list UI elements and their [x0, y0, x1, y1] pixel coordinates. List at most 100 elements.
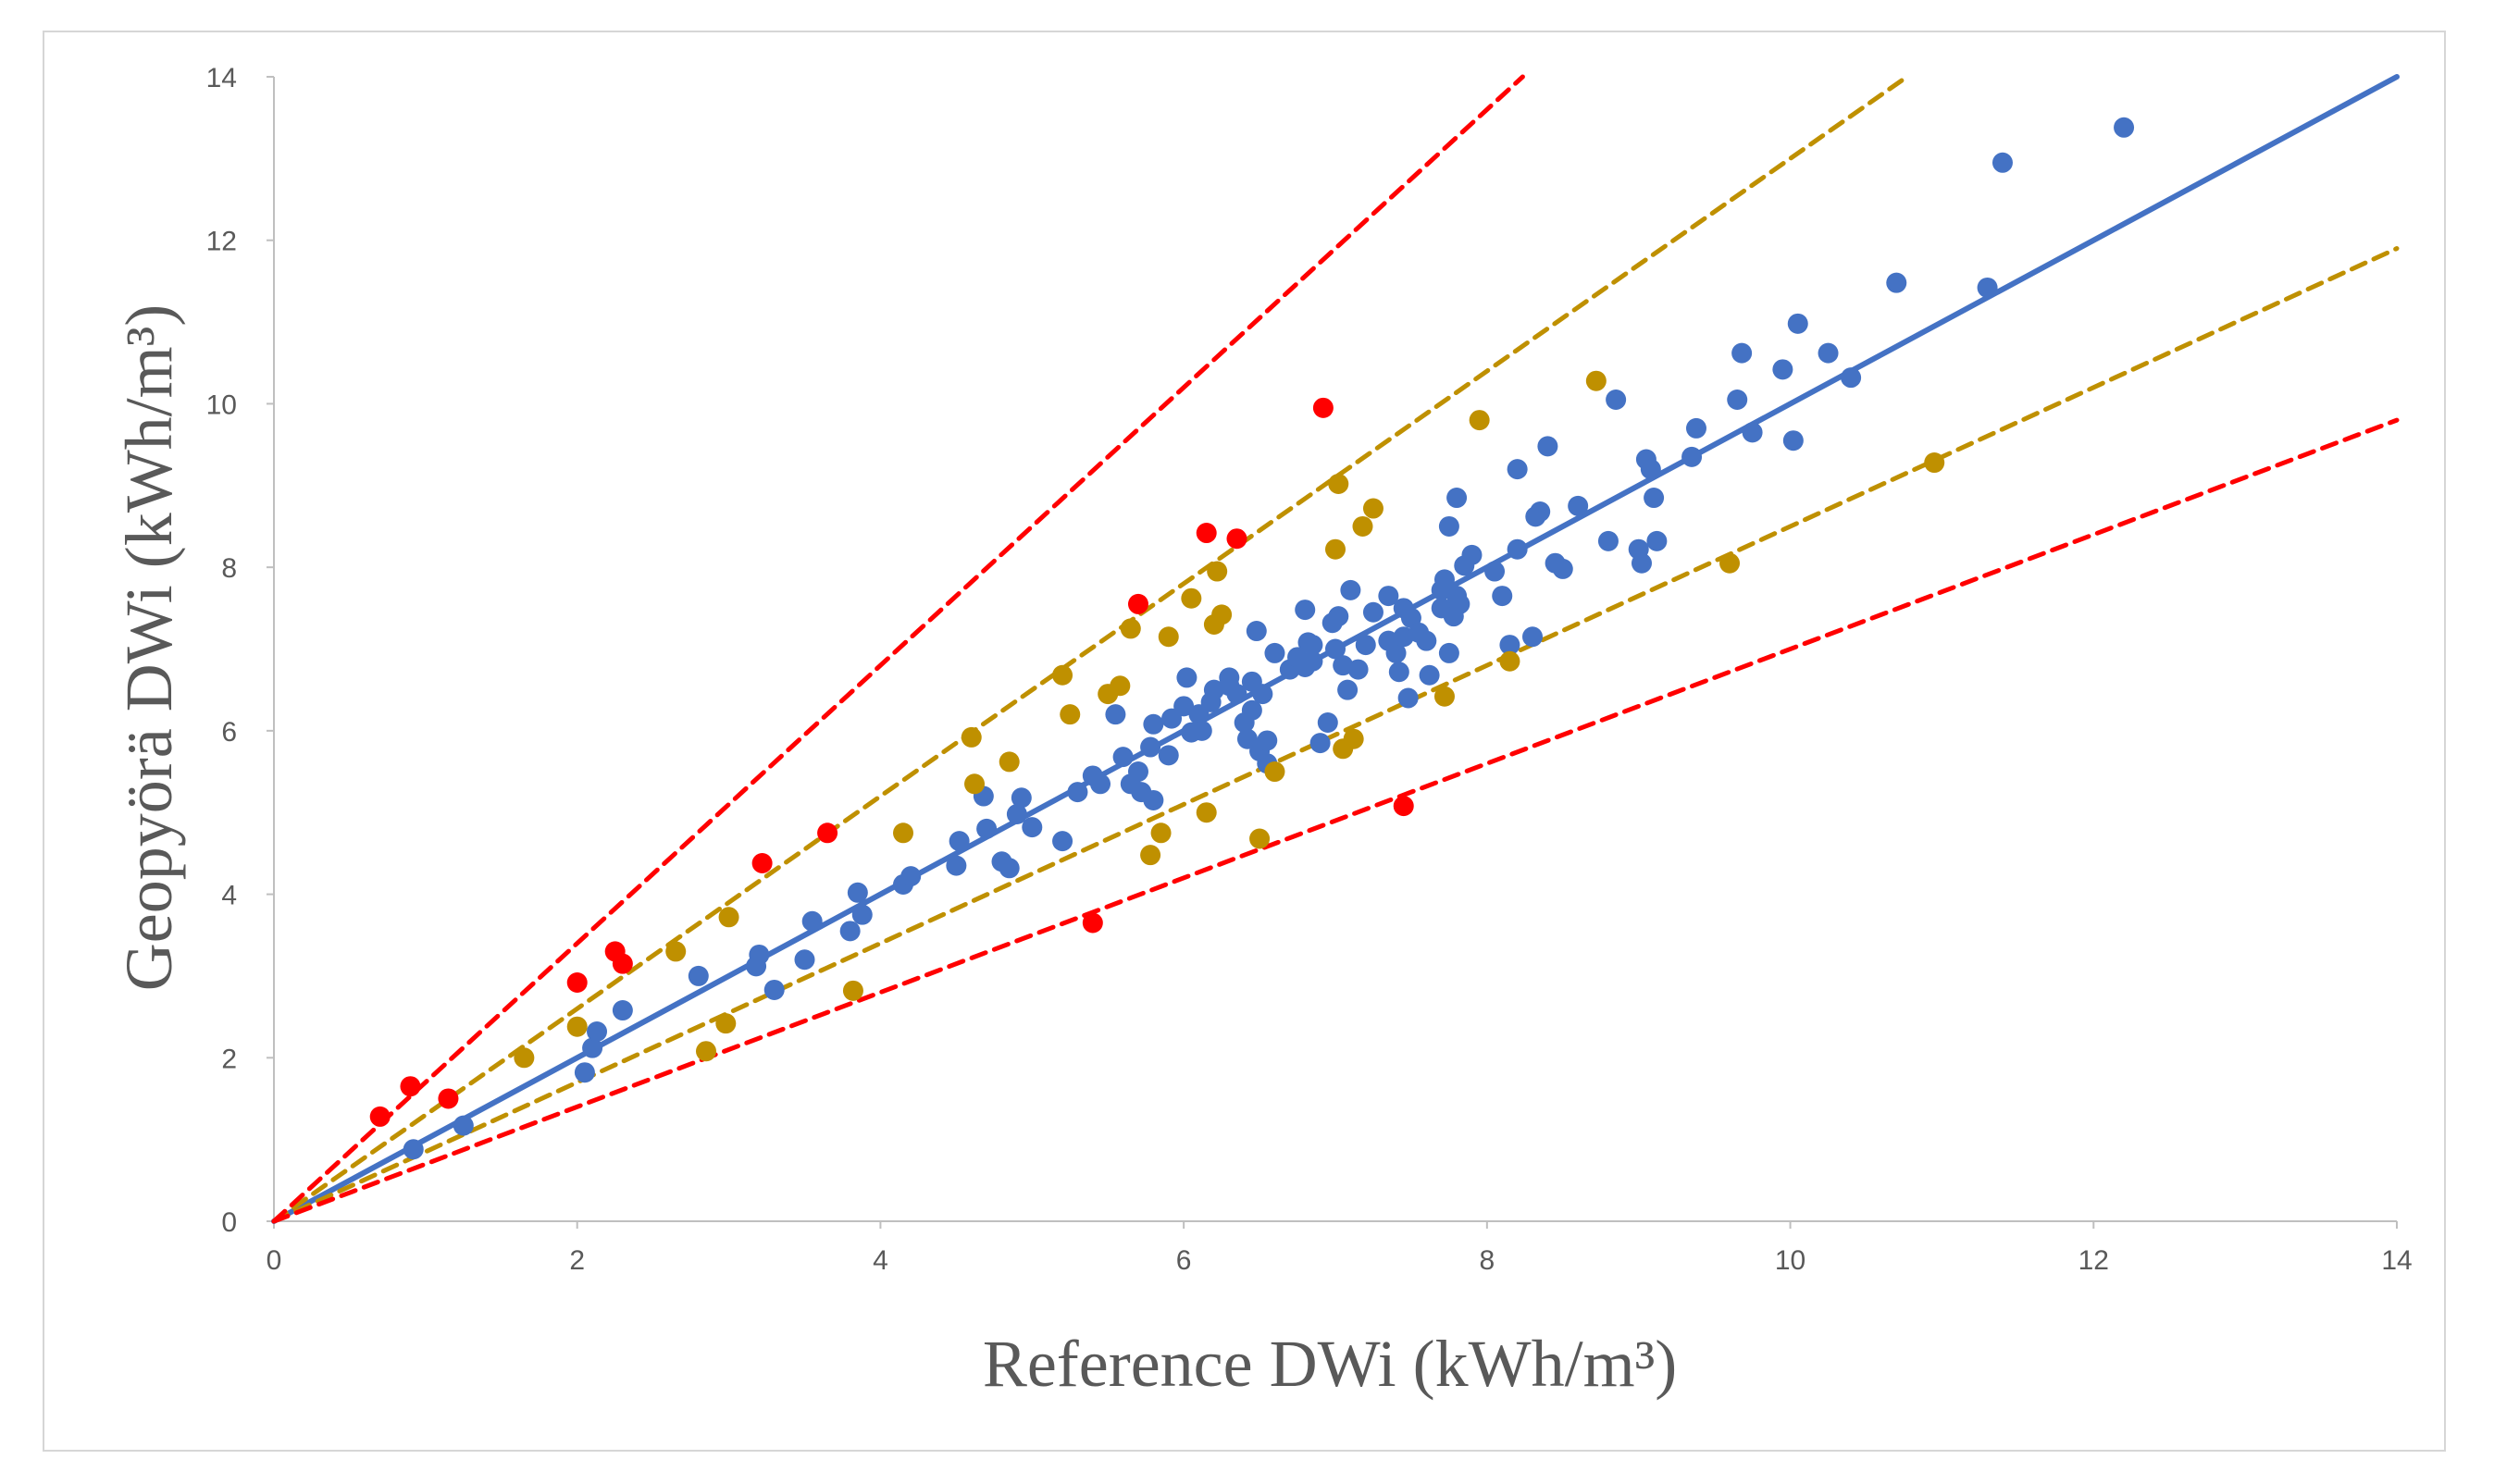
- y-tick-label: 0: [221, 1207, 237, 1238]
- blue-data-point: [1191, 720, 1212, 741]
- blue-data-point: [1226, 684, 1247, 705]
- gold-data-point: [1150, 822, 1172, 844]
- gold-data-point: [665, 941, 687, 962]
- gold-data-point: [1433, 686, 1455, 707]
- red-data-point: [1393, 796, 1414, 817]
- blue-data-point: [1067, 782, 1088, 803]
- blue-data-point: [1727, 390, 1748, 411]
- x-axis-title: Reference DWi (kWh/m³): [983, 1327, 1677, 1401]
- red-data-point: [1312, 397, 1334, 418]
- blue-data-point: [1606, 390, 1627, 411]
- blue-data-point: [2114, 117, 2135, 138]
- blue-data-point: [1640, 459, 1661, 480]
- blue-data-point: [1176, 667, 1197, 688]
- gold-data-point: [842, 980, 863, 1001]
- gold-data-point: [1343, 728, 1364, 749]
- blue-data-point: [1006, 803, 1027, 824]
- gold-data-point: [1328, 474, 1349, 495]
- gold-data-point: [1924, 452, 1945, 474]
- gold-data-point: [1469, 410, 1490, 431]
- red-data-point: [1226, 528, 1247, 550]
- blue-data-point: [1433, 569, 1455, 590]
- blue-data-point: [1530, 501, 1551, 523]
- blue-data-point: [453, 1115, 474, 1136]
- blue-data-point: [946, 855, 967, 876]
- x-tick-label: 8: [1480, 1245, 1495, 1276]
- blue-data-point: [1507, 538, 1528, 560]
- gold-data-point: [1181, 587, 1202, 609]
- blue-data-point: [1257, 730, 1278, 751]
- gold-data-point: [1362, 498, 1383, 519]
- gold-data-point: [1110, 675, 1131, 697]
- blue-data-point: [1143, 789, 1164, 810]
- blue-data-point: [763, 979, 785, 1000]
- blue-data-point: [1362, 601, 1383, 623]
- blue-data-point: [1173, 696, 1195, 717]
- blue-data-point: [801, 910, 823, 932]
- blue-data-point: [839, 921, 861, 942]
- blue-data-point: [1772, 359, 1793, 380]
- data-points: [369, 117, 2135, 1160]
- tick-labels: 0 2 4 6 8 10 12 14 0 2 4 6 8 10 12 14: [206, 63, 2413, 1276]
- blue-data-point: [1597, 530, 1619, 551]
- blue-data-point: [1264, 642, 1285, 663]
- blue-data-point: [900, 866, 922, 887]
- blue-data-point: [1492, 586, 1513, 607]
- blue-data-point: [1337, 679, 1359, 700]
- red-data-point: [400, 1076, 421, 1097]
- blue-data-point: [1977, 277, 1998, 298]
- blue-data-point: [574, 1062, 595, 1083]
- y-tick-label: 6: [221, 717, 237, 748]
- gold-data-point: [1499, 650, 1520, 672]
- blue-data-point: [1419, 664, 1440, 686]
- blue-data-point: [949, 831, 970, 852]
- blue-data-point: [1325, 638, 1346, 660]
- blue-data-point: [1246, 621, 1267, 642]
- blue-data-point: [1644, 488, 1665, 509]
- blue-data-point: [1484, 561, 1506, 582]
- blue-data-point: [1328, 606, 1349, 627]
- blue-data-point: [1537, 436, 1558, 457]
- gold-data-point: [1120, 618, 1141, 639]
- axes: [267, 76, 2398, 1229]
- reference-line--15-: [271, 246, 2400, 1224]
- blue-data-point: [1302, 635, 1323, 656]
- blue-data-point: [1841, 367, 1862, 389]
- gold-data-point: [893, 822, 914, 844]
- blue-data-point: [1295, 600, 1316, 621]
- gold-data-point: [718, 907, 739, 928]
- blue-data-point: [612, 1000, 633, 1021]
- blue-data-point: [1782, 430, 1804, 451]
- blue-data-point: [1112, 747, 1134, 768]
- blue-data-point: [1385, 642, 1407, 663]
- gold-data-point: [1719, 552, 1741, 574]
- blue-data-point: [1105, 704, 1126, 725]
- blue-data-point: [1022, 817, 1043, 838]
- x-tick-label: 14: [2381, 1245, 2412, 1276]
- blue-data-point: [851, 904, 873, 925]
- blue-data-point: [1446, 488, 1468, 509]
- blue-data-point: [688, 965, 709, 986]
- blue-data-point: [1241, 699, 1262, 721]
- blue-data-point: [1388, 662, 1409, 683]
- y-tick-label: 8: [221, 553, 237, 584]
- blue-data-point: [1309, 733, 1331, 754]
- blue-data-point: [1631, 552, 1652, 574]
- blue-data-point: [1787, 313, 1808, 334]
- blue-data-point: [1140, 736, 1161, 758]
- y-tick-label: 14: [206, 63, 237, 93]
- gold-data-point: [999, 751, 1020, 773]
- x-tick-label: 4: [873, 1245, 888, 1276]
- gold-data-point: [964, 773, 986, 795]
- red-data-point: [438, 1088, 459, 1109]
- blue-data-point: [1347, 659, 1369, 680]
- blue-data-point: [1011, 787, 1032, 809]
- blue-data-point: [1158, 745, 1179, 766]
- blue-data-point: [1438, 515, 1459, 537]
- blue-data-point: [1397, 687, 1419, 709]
- red-data-point: [751, 852, 773, 873]
- x-tick-label: 0: [267, 1245, 282, 1276]
- red-data-point: [817, 822, 838, 844]
- reference-line--30-: [271, 74, 1525, 1224]
- blue-data-point: [1499, 635, 1520, 656]
